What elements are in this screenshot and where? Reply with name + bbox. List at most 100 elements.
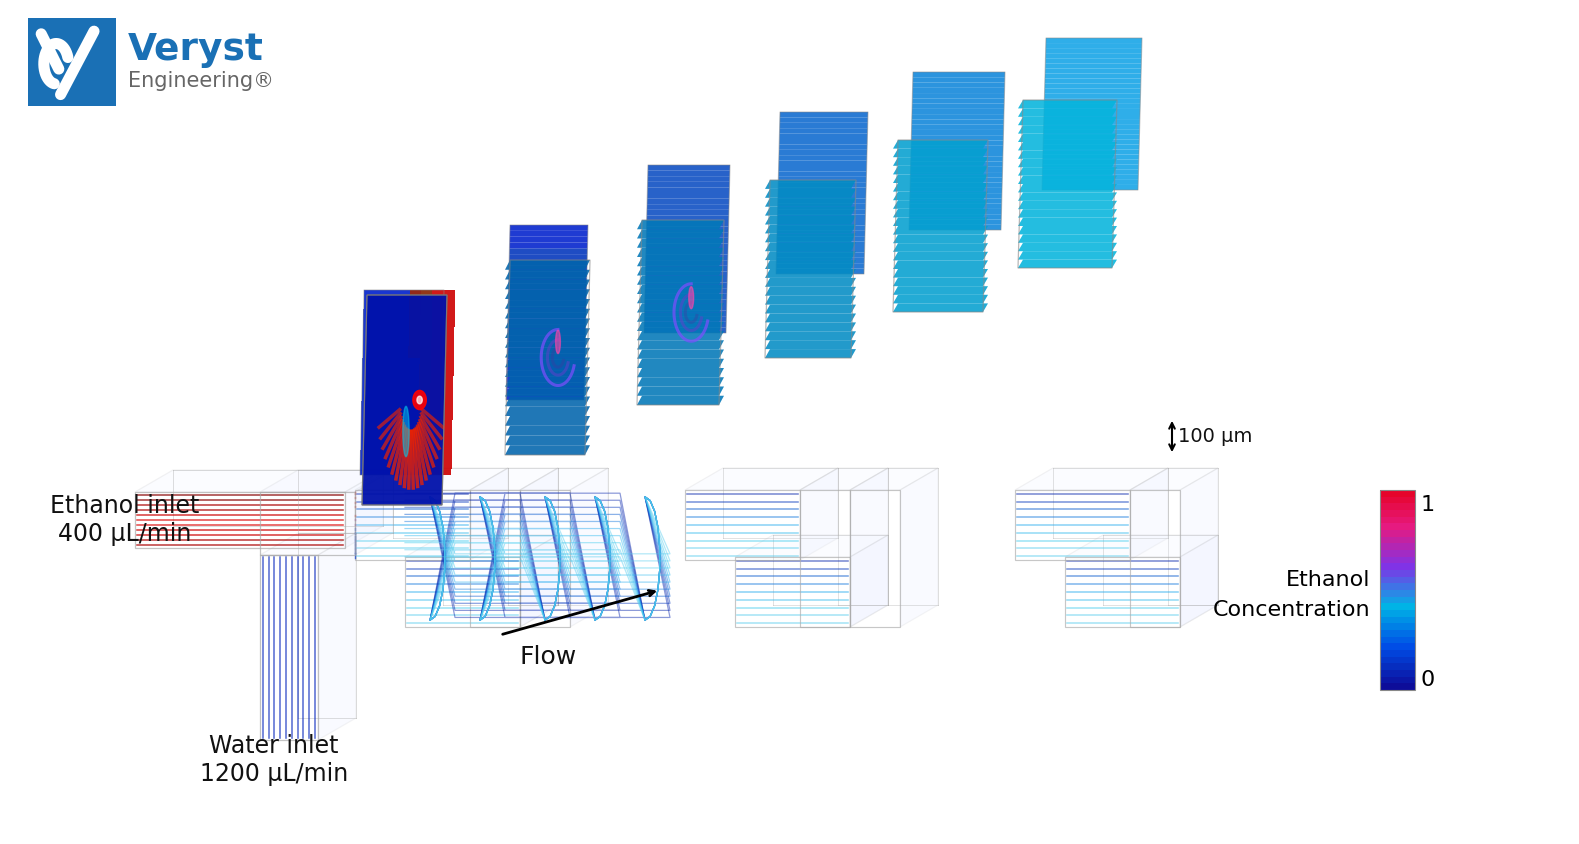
Polygon shape [442, 376, 453, 382]
Polygon shape [373, 407, 384, 414]
Polygon shape [1018, 235, 1116, 243]
Polygon shape [778, 198, 865, 203]
Polygon shape [363, 315, 374, 321]
Polygon shape [646, 221, 728, 226]
Polygon shape [396, 371, 407, 376]
Polygon shape [1045, 84, 1140, 89]
Polygon shape [362, 419, 373, 425]
Polygon shape [894, 165, 988, 175]
Polygon shape [764, 340, 856, 349]
Bar [1380, 597, 1415, 603]
Polygon shape [505, 387, 591, 397]
Polygon shape [507, 330, 586, 336]
Polygon shape [362, 376, 373, 382]
Polygon shape [384, 401, 396, 407]
Polygon shape [441, 457, 452, 463]
Polygon shape [507, 371, 584, 376]
Polygon shape [362, 414, 373, 419]
Polygon shape [376, 302, 387, 309]
Polygon shape [406, 457, 417, 463]
Polygon shape [778, 149, 867, 155]
Polygon shape [373, 432, 384, 438]
Polygon shape [384, 451, 395, 457]
Polygon shape [374, 333, 385, 339]
Text: Ethanol: Ethanol [1285, 570, 1371, 590]
Polygon shape [384, 419, 395, 425]
Bar [1380, 610, 1415, 617]
Polygon shape [644, 322, 726, 327]
Polygon shape [505, 338, 591, 348]
Polygon shape [431, 339, 442, 345]
Polygon shape [636, 275, 725, 284]
Polygon shape [420, 358, 431, 364]
Polygon shape [1044, 124, 1140, 129]
Polygon shape [778, 193, 865, 198]
Polygon shape [636, 377, 725, 387]
Polygon shape [409, 339, 420, 345]
Polygon shape [374, 315, 387, 321]
Polygon shape [409, 345, 420, 352]
Polygon shape [374, 327, 385, 333]
Polygon shape [444, 315, 455, 321]
Polygon shape [636, 322, 725, 331]
Polygon shape [387, 302, 398, 309]
Polygon shape [398, 321, 409, 327]
Text: 1: 1 [1421, 495, 1435, 515]
Polygon shape [363, 345, 374, 352]
Bar [1380, 490, 1415, 690]
Polygon shape [385, 321, 398, 327]
Polygon shape [911, 125, 1004, 130]
Polygon shape [441, 414, 453, 419]
Polygon shape [636, 349, 725, 359]
Polygon shape [355, 468, 508, 490]
Polygon shape [1042, 175, 1138, 180]
Polygon shape [429, 451, 441, 457]
Polygon shape [1018, 201, 1116, 209]
Bar [1380, 603, 1415, 610]
Polygon shape [442, 389, 453, 395]
Polygon shape [395, 451, 406, 457]
Polygon shape [646, 255, 728, 260]
Bar [1380, 576, 1415, 583]
Polygon shape [431, 352, 442, 358]
Polygon shape [894, 303, 988, 312]
Polygon shape [373, 438, 384, 444]
Polygon shape [764, 207, 856, 215]
Polygon shape [764, 349, 856, 358]
Polygon shape [384, 444, 395, 451]
Polygon shape [508, 266, 587, 272]
Polygon shape [431, 371, 442, 376]
Polygon shape [441, 438, 452, 444]
Polygon shape [911, 151, 1003, 156]
Polygon shape [441, 451, 452, 457]
Polygon shape [442, 364, 453, 371]
Polygon shape [387, 315, 398, 321]
Polygon shape [429, 407, 442, 414]
Polygon shape [1131, 468, 1217, 490]
Polygon shape [422, 296, 433, 302]
Polygon shape [317, 533, 355, 740]
Polygon shape [894, 208, 988, 218]
Polygon shape [507, 324, 586, 330]
Bar [1380, 503, 1415, 510]
Polygon shape [644, 288, 726, 294]
Polygon shape [556, 330, 561, 354]
Bar [1380, 583, 1415, 590]
Polygon shape [850, 468, 887, 627]
Polygon shape [1044, 119, 1140, 124]
Polygon shape [646, 226, 728, 232]
Polygon shape [431, 321, 444, 327]
Polygon shape [384, 407, 396, 414]
Polygon shape [420, 302, 433, 309]
Polygon shape [507, 376, 584, 382]
Polygon shape [376, 290, 387, 296]
Polygon shape [734, 535, 887, 557]
Bar [1380, 563, 1415, 570]
Polygon shape [911, 172, 1003, 177]
Polygon shape [778, 187, 867, 193]
Polygon shape [441, 432, 452, 438]
Polygon shape [508, 284, 587, 289]
Polygon shape [507, 354, 586, 360]
Polygon shape [507, 342, 586, 348]
Bar [1380, 624, 1415, 630]
